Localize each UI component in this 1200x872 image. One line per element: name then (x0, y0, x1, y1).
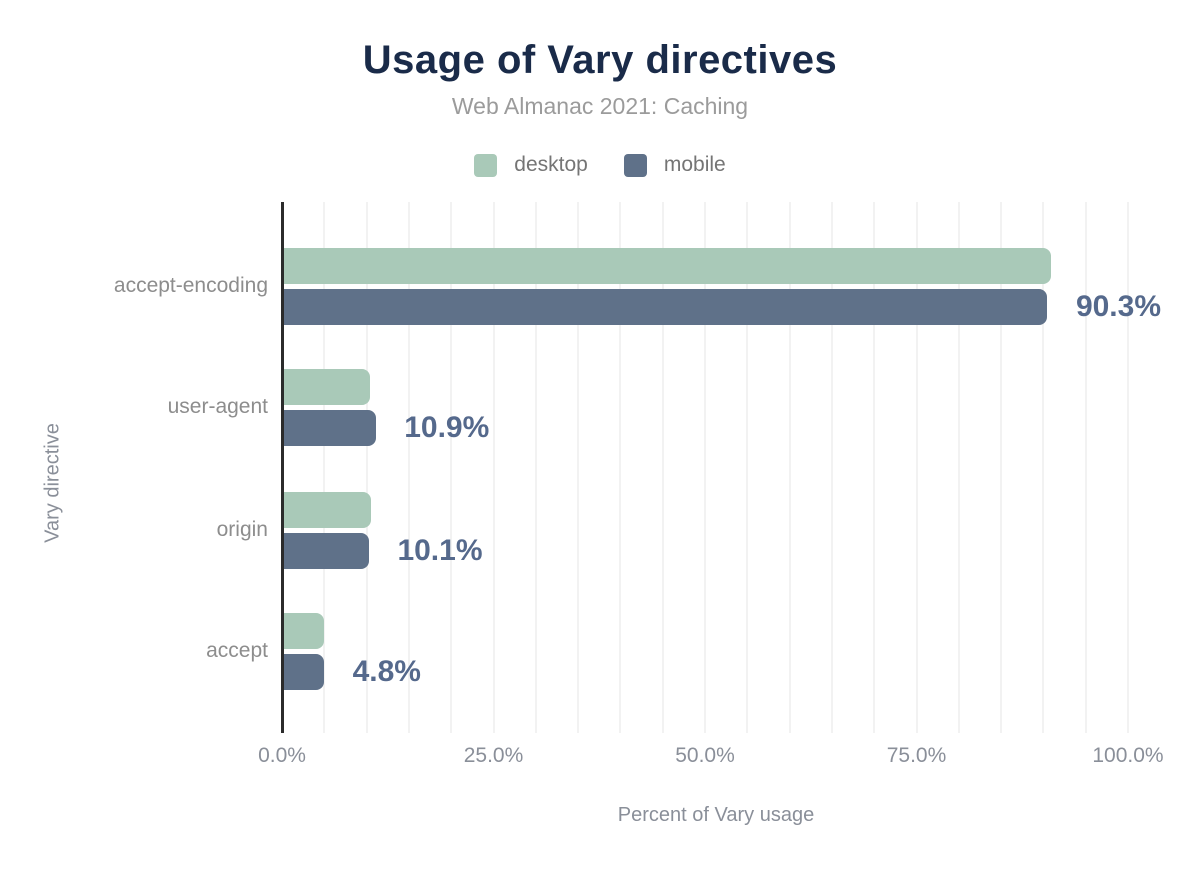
x-tick-label-0: 0.0% (258, 744, 306, 767)
gridline (619, 202, 622, 733)
gridline (788, 202, 791, 733)
chart-subtitle: Web Almanac 2021: Caching (451, 93, 749, 119)
x-axis-title: Percent of Vary usage (617, 804, 815, 826)
bar-desktop-accept-encoding (283, 247, 1051, 284)
legend-item-mobile: mobile (623, 153, 726, 177)
gridline (830, 202, 833, 733)
value-label-origin: 10.1% (397, 533, 483, 567)
x-tick-label-50: 50.0% (675, 744, 735, 767)
legend-item-desktop: desktop (474, 153, 588, 177)
legend-swatch-desktop (474, 153, 498, 177)
bar-mobile-origin (283, 532, 369, 569)
y-axis-line (281, 202, 284, 733)
bar-mobile-accept (283, 653, 325, 690)
gridline (1000, 202, 1003, 733)
x-tick-label-25: 25.0% (463, 744, 524, 767)
gridline (577, 202, 580, 733)
x-tick-label-75: 75.0% (886, 744, 947, 767)
bar-desktop-accept (283, 612, 325, 649)
value-label-accept-encoding: 90.3% (1075, 289, 1162, 323)
x-tick-label-100: 100.0% (1092, 744, 1164, 767)
value-label-accept: 4.8% (352, 654, 421, 688)
gridline (407, 202, 410, 733)
legend-label: desktop (514, 153, 588, 176)
value-label-user-agent: 10.9% (404, 410, 490, 444)
gridline (1127, 202, 1129, 733)
gridline (704, 202, 706, 733)
gridline (873, 202, 876, 733)
gridline (915, 202, 918, 733)
gridline (661, 202, 664, 733)
chart-title: Usage of Vary directives (362, 38, 838, 82)
gridline (534, 202, 537, 733)
bar-desktop-user-agent (283, 368, 370, 405)
legend-swatch-mobile (623, 153, 647, 177)
category-label-user-agent: user-agent (167, 395, 268, 418)
category-label-accept: accept (206, 639, 268, 662)
gridline (365, 202, 368, 733)
gridline (957, 202, 960, 733)
bar-desktop-origin (283, 491, 372, 528)
bar-mobile-accept-encoding (283, 288, 1048, 325)
gridline (323, 202, 326, 733)
gridline (492, 202, 495, 733)
legend: desktop mobile (0, 151, 1200, 179)
gridline (746, 202, 749, 733)
category-label-origin: origin (216, 518, 268, 541)
bar-mobile-user-agent (283, 409, 376, 446)
gridline (1042, 202, 1045, 733)
gridline (450, 202, 453, 733)
gridline (1084, 202, 1087, 733)
legend-label: mobile (663, 153, 726, 176)
plot-area: 90.3% 10.9% 10.1% 4.8% (281, 202, 1161, 733)
category-label-accept-encoding: accept-encoding (113, 274, 268, 297)
